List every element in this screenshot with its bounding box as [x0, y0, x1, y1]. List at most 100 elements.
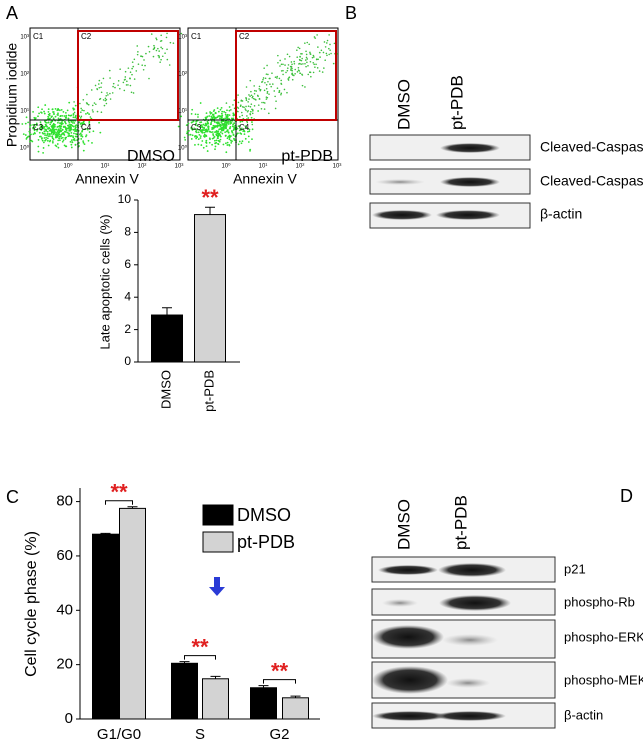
event-dot [40, 111, 42, 114]
event-dot [34, 126, 37, 129]
event-dot [258, 98, 261, 100]
event-dot [291, 63, 293, 66]
event-dot [67, 124, 70, 127]
event-dot [74, 130, 76, 132]
event-dot [95, 103, 97, 106]
event-dot [33, 132, 36, 134]
event-dot [61, 136, 64, 139]
event-dot [48, 126, 50, 129]
event-dot [249, 110, 252, 113]
quadrant-label: C3 [33, 123, 44, 132]
event-dot [278, 89, 281, 92]
event-dot [218, 117, 221, 120]
error-bar [205, 206, 215, 215]
protein-label: phospho-Rb [564, 594, 635, 609]
event-dot [50, 129, 53, 132]
event-dot [41, 108, 43, 111]
event-dot [82, 121, 85, 124]
event-dot [37, 150, 40, 153]
event-dot [75, 126, 77, 129]
event-dot [140, 55, 142, 58]
event-dot [123, 89, 126, 92]
event-dot [104, 99, 107, 102]
event-dot [240, 100, 243, 102]
annotation: ** [271, 658, 289, 683]
error-bar [290, 695, 301, 698]
event-dot [250, 94, 253, 97]
bar [92, 533, 119, 720]
event-dot [306, 41, 309, 44]
event-dot [60, 121, 63, 124]
event-dot [90, 89, 93, 91]
event-dot [39, 121, 42, 124]
event-dot [201, 131, 204, 134]
event-dot [189, 133, 192, 136]
event-dot [186, 130, 189, 133]
event-dot [155, 37, 157, 39]
event-dot [266, 90, 269, 93]
x-tick-label: DMSO [158, 370, 173, 409]
event-dot [70, 139, 73, 142]
event-dot [221, 132, 224, 135]
event-dot [62, 139, 65, 142]
event-dot [100, 91, 103, 94]
event-dot [269, 77, 271, 80]
y-tick-label: 20 [56, 656, 73, 673]
event-dot [84, 128, 87, 130]
event-dot [261, 101, 263, 104]
event-dot [55, 132, 58, 134]
y-tick-label: 40 [56, 601, 73, 618]
event-dot [210, 120, 213, 123]
event-dot [73, 139, 76, 142]
event-dot [229, 127, 231, 130]
event-dot [275, 100, 277, 102]
lane-label: pt-PDB [451, 495, 470, 550]
event-dot [249, 105, 252, 108]
event-dot [312, 61, 315, 64]
event-dot [228, 114, 231, 117]
event-dot [207, 125, 210, 128]
event-dot [56, 143, 59, 145]
event-dot [309, 60, 312, 63]
event-dot [286, 91, 288, 94]
event-dot [250, 90, 252, 93]
event-dot [67, 117, 70, 120]
event-dot [315, 63, 317, 66]
event-dot [27, 121, 30, 124]
event-dot [200, 126, 203, 128]
event-dot [137, 51, 139, 53]
event-dot [65, 145, 68, 148]
event-dot [326, 54, 328, 57]
event-dot [247, 109, 249, 112]
event-dot [212, 127, 215, 130]
event-dot [79, 102, 81, 105]
event-dot [65, 128, 68, 131]
event-dot [280, 70, 283, 72]
event-dot [227, 135, 230, 138]
event-dot [50, 121, 53, 124]
event-dot [227, 131, 230, 134]
event-dot [21, 123, 24, 125]
event-dot [43, 132, 46, 135]
event-dot [80, 125, 83, 128]
y-tick-label: 10⁰ [20, 145, 30, 152]
event-dot [223, 124, 226, 126]
event-dot [67, 120, 70, 123]
quadrant-label: C1 [191, 32, 202, 41]
event-dot [291, 78, 294, 81]
event-dot [160, 34, 162, 37]
event-dot [114, 86, 116, 89]
event-dot [293, 74, 295, 77]
event-dot [219, 128, 221, 130]
event-dot [298, 63, 300, 65]
event-dot [287, 79, 290, 81]
event-dot [45, 138, 47, 141]
event-dot [296, 71, 299, 73]
event-dot [262, 101, 265, 104]
bar [282, 697, 309, 720]
event-dot [60, 130, 63, 133]
event-dot [53, 123, 56, 126]
event-dot [199, 135, 202, 138]
event-dot [305, 56, 308, 59]
event-dot [322, 51, 325, 54]
